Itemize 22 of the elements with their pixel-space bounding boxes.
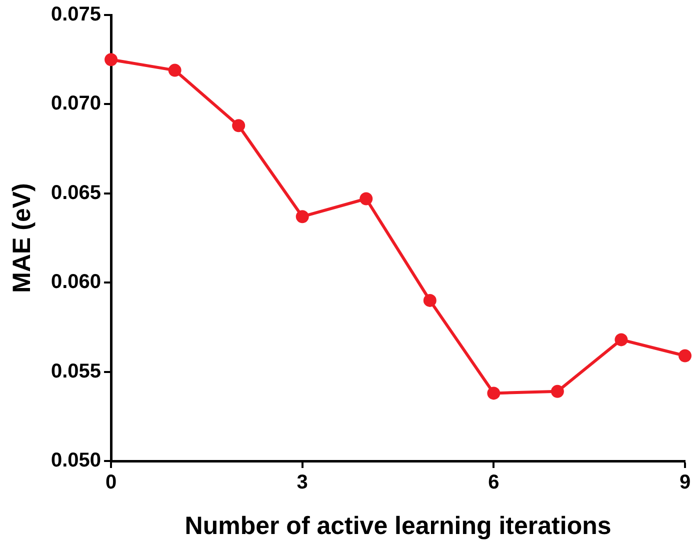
point: [550, 384, 564, 398]
x-tick-label: 3: [296, 472, 308, 494]
x-tick-label: 9: [679, 472, 691, 494]
y-tick-label: 0.055: [50, 360, 102, 382]
point: [614, 333, 628, 346]
x-tick-label: 0: [105, 472, 117, 494]
y-tick-label: 0.050: [50, 450, 102, 472]
point: [423, 294, 436, 307]
y-tick-label: 0.070: [50, 92, 102, 115]
x-tick-label: 6: [488, 472, 500, 494]
x-axis-title: Number of active learning iterations: [184, 512, 612, 540]
point: [487, 386, 500, 400]
y-tick-label: 0.075: [50, 4, 102, 26]
point: [232, 119, 246, 132]
point: [360, 192, 373, 206]
point: [296, 210, 309, 224]
point: [104, 53, 118, 66]
point: [168, 64, 182, 77]
y-tick-label: 0.060: [50, 271, 102, 294]
point: [678, 349, 692, 362]
y-tick-label: 0.065: [50, 182, 102, 204]
y-axis-title: MAE (eV): [8, 183, 36, 293]
